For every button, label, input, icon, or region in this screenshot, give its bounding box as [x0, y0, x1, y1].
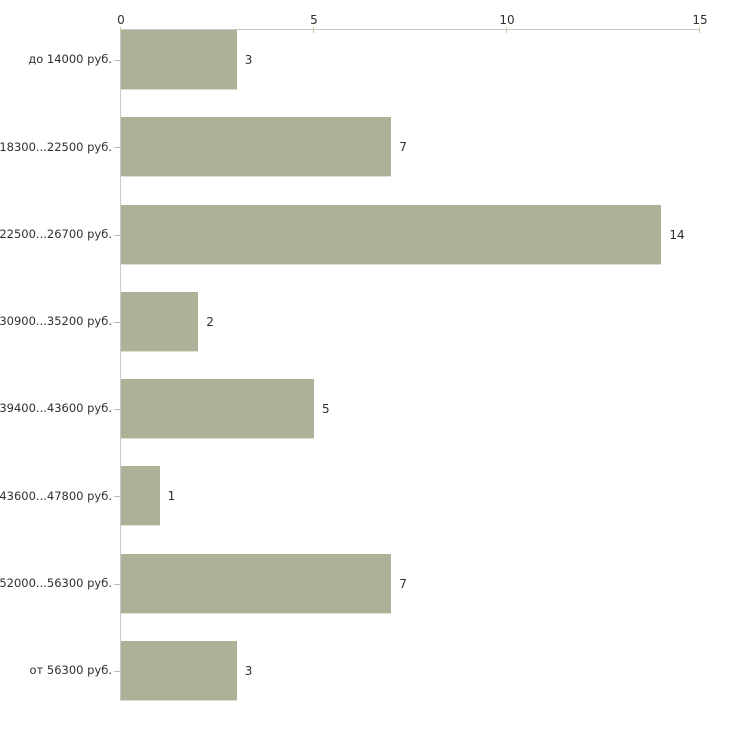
plot-area: до 14000 руб. 3 18300...22500 руб. 7 22500..… [0, 14, 708, 701]
category-label: 22500...26700 руб. [0, 226, 112, 241]
bar-rows: до 14000 руб. 3 18300...22500 руб. 7 22500..… [0, 30, 700, 701]
x-tick-label: 10 [499, 13, 515, 27]
x-tick-mark [120, 27, 121, 33]
y-tick-mark [114, 583, 120, 585]
value-label: 3 [244, 663, 253, 678]
bar [121, 466, 160, 527]
bar [121, 291, 199, 352]
y-tick-mark [114, 147, 120, 149]
bar-row: 39400...43600 руб. 5 [0, 379, 700, 440]
category-label: 18300...22500 руб. [0, 139, 112, 154]
y-tick-mark [114, 409, 120, 411]
value-label: 7 [399, 576, 407, 591]
value-label: 5 [322, 402, 330, 417]
y-tick-mark [114, 670, 120, 672]
category-label: до 14000 руб. [28, 52, 112, 67]
bar [121, 553, 392, 614]
category-label: 39400...43600 руб. [0, 401, 112, 416]
bar [121, 379, 314, 440]
x-tick-mark [506, 27, 507, 33]
bar [121, 117, 392, 178]
bar [121, 640, 237, 701]
bar-row: 22500...26700 руб. 14 [0, 204, 700, 265]
category-label: от 56300 руб. [29, 663, 112, 678]
value-label: 7 [399, 140, 407, 155]
x-tick-label: 15 [692, 13, 708, 27]
bar-row: 30900...35200 руб. 2 [0, 291, 700, 352]
value-label: 1 [167, 489, 176, 504]
x-tick-label: 0 [117, 13, 125, 27]
y-tick-mark [114, 60, 120, 61]
bar-row: до 14000 руб. 3 [28, 30, 700, 90]
category-label: 30900...35200 руб. [0, 314, 112, 329]
bar-row: 52000...56300 руб. 7 [0, 553, 700, 614]
value-label: 2 [206, 314, 214, 329]
category-label: 43600...47800 руб. [0, 488, 112, 503]
y-tick-mark [114, 234, 120, 236]
bar-row: 18300...22500 руб. 7 [0, 117, 700, 178]
category-label: 52000...56300 руб. [0, 575, 112, 590]
bar-row: от 56300 руб. 3 [30, 640, 700, 701]
bar [121, 30, 237, 90]
bar [121, 204, 662, 265]
y-tick-mark [114, 496, 120, 498]
y-tick-mark [114, 321, 120, 323]
x-tick-mark [313, 27, 314, 33]
bar-row: 43600...47800 руб. 1 [0, 466, 700, 527]
value-label: 3 [244, 53, 253, 67]
x-tick-label: 5 [310, 13, 318, 27]
x-tick-mark [699, 27, 700, 33]
value-label: 14 [669, 227, 685, 242]
